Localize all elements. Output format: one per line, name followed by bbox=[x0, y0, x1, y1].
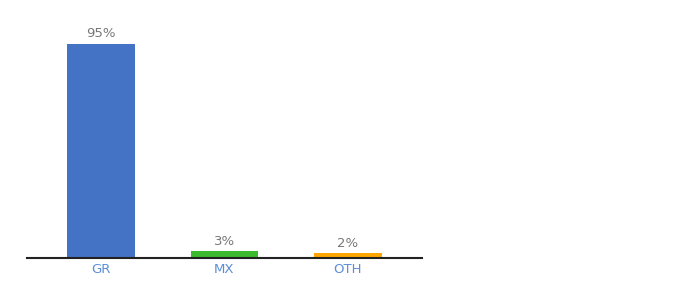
Text: 95%: 95% bbox=[86, 27, 116, 40]
Bar bbox=[190, 251, 258, 258]
Bar bbox=[313, 254, 381, 258]
Text: 2%: 2% bbox=[337, 237, 358, 250]
Text: 3%: 3% bbox=[214, 235, 235, 248]
Bar bbox=[67, 44, 135, 258]
